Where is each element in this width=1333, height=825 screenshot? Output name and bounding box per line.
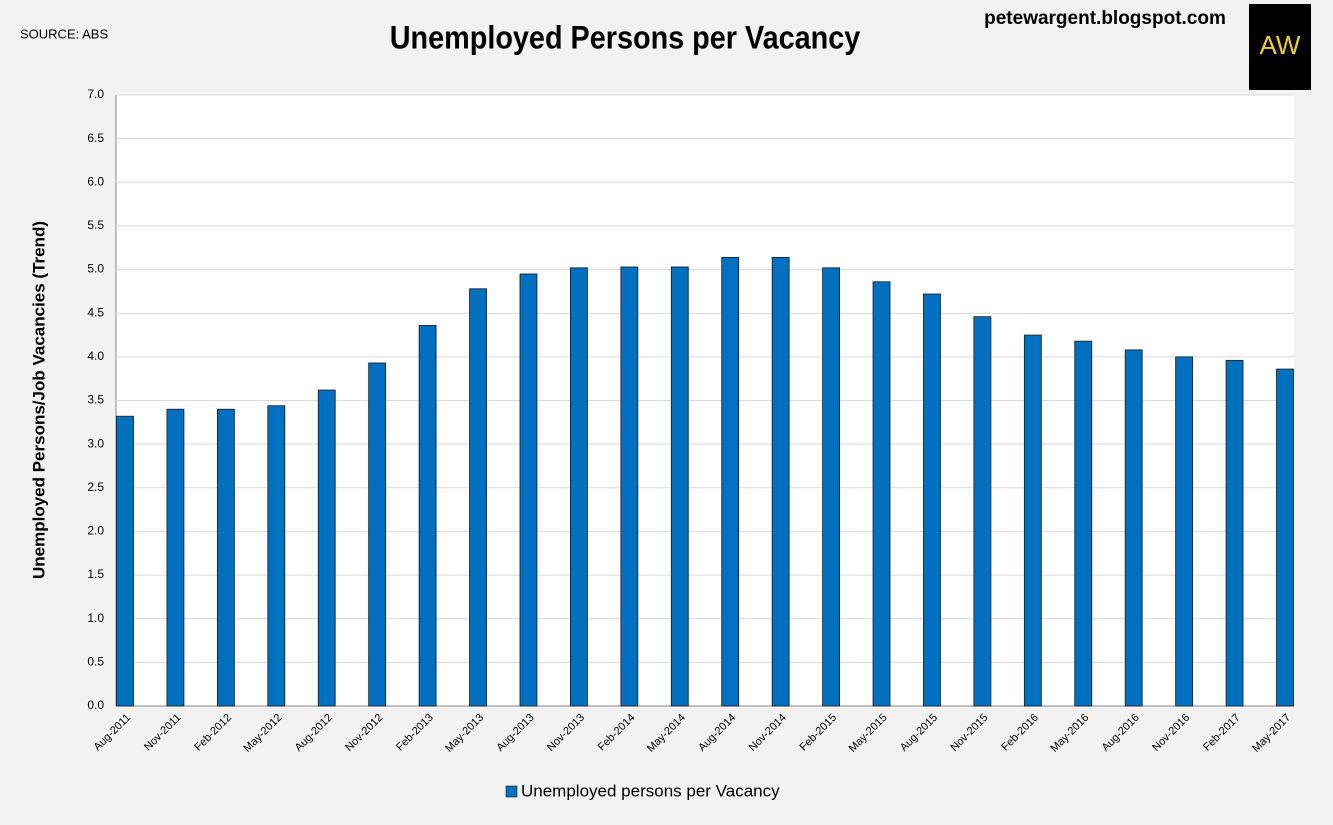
y-tick-label: 3.5: [87, 393, 104, 407]
y-tick-label: 1.5: [87, 567, 104, 581]
y-axis-label: Unemployed Persons/Job Vacancies (Trend): [29, 221, 48, 579]
bar: [469, 288, 487, 707]
bar: [670, 266, 689, 707]
bar: [166, 408, 185, 707]
bar: [1074, 340, 1093, 707]
y-tick-label: 0.5: [87, 655, 104, 669]
logo-box: [1249, 4, 1311, 90]
bar: [418, 325, 437, 707]
bar: [519, 273, 538, 707]
y-tick-label: 4.5: [87, 305, 104, 319]
bar: [771, 256, 790, 707]
bar: [368, 362, 387, 707]
y-tick-label: 0.0: [87, 698, 104, 712]
legend-label: Unemployed persons per Vacancy: [521, 781, 780, 800]
chart-title: Unemployed Persons per Vacancy: [390, 20, 861, 56]
y-tick-label: 4.0: [87, 349, 104, 363]
bar: [620, 266, 639, 707]
bar: [822, 267, 840, 707]
bar: [1124, 349, 1143, 707]
y-tick-label: 5.0: [87, 262, 104, 276]
bar: [267, 405, 286, 707]
bar: [1276, 368, 1294, 707]
y-tick-label: 6.0: [87, 174, 104, 188]
bar: [570, 267, 588, 707]
legend-swatch: [505, 785, 518, 798]
bar: [923, 293, 941, 707]
logo: AW: [1260, 30, 1301, 60]
source-note: SOURCE: ABS: [20, 26, 108, 41]
bar: [973, 316, 992, 707]
bar: [116, 415, 134, 707]
bar: [317, 389, 336, 707]
y-tick-label: 3.0: [87, 436, 104, 450]
bar: [216, 408, 235, 707]
site-note: petewargent.blogspot.com: [984, 8, 1226, 29]
y-tick-label: 5.5: [87, 218, 104, 232]
bar: [1023, 334, 1042, 707]
y-tick-label: 7.0: [87, 87, 104, 101]
bar: [1175, 356, 1194, 707]
y-tick-label: 1.0: [87, 611, 104, 625]
bar: [1225, 359, 1244, 707]
y-tick-label: 6.5: [87, 131, 104, 145]
bar: [872, 281, 891, 707]
bar: [721, 256, 740, 707]
y-tick-label: 2.5: [87, 480, 104, 494]
y-tick-label: 2.0: [87, 524, 104, 538]
